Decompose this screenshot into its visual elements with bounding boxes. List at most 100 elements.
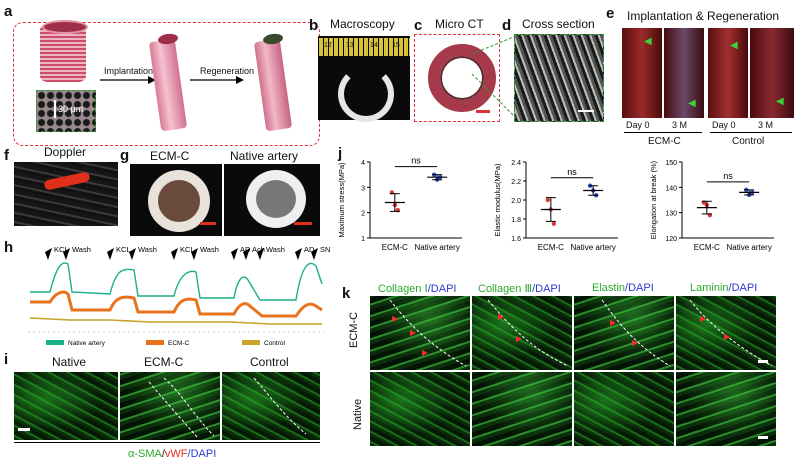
event-label: Wash	[200, 245, 219, 254]
if-k-native-col2	[472, 372, 572, 446]
implant-photo-3	[708, 28, 748, 118]
panel-i-underline	[14, 442, 320, 443]
x-tick-label: Native artery	[570, 243, 615, 252]
ruler-tick-12: 12	[324, 42, 332, 49]
if-k-ecm-col2	[472, 296, 572, 370]
y-tick-label: 150	[665, 160, 677, 167]
panel-label-g: g	[120, 147, 130, 164]
ecm-scale-bar	[200, 222, 216, 225]
panel-label-a: a	[4, 3, 13, 20]
ruler-tick-14: 14	[370, 42, 378, 49]
k-row-ecm: ECM-C	[348, 311, 360, 348]
panel-label-e: e	[606, 5, 615, 22]
panel-label-i: i	[4, 351, 9, 368]
panel-d-title: Cross section	[522, 17, 595, 31]
trace-control	[29, 317, 322, 325]
k-header-col2: Collagen Ⅲ/DAPI	[478, 283, 561, 295]
group-line-control	[710, 132, 792, 133]
regeneration-arrow	[190, 76, 244, 84]
k-header-col1: Collagen Ⅰ/DAPI	[378, 283, 457, 295]
if-k-native-col3	[574, 372, 674, 446]
panel-i-stain-legend: α-SMA/vWF/DAPI	[128, 448, 216, 460]
panel-c-title: Micro CT	[435, 17, 484, 31]
if-k-native-col4	[676, 372, 776, 446]
chart-3: 120 130 140 150 Elongation at break (%) ECM-C…	[649, 160, 774, 252]
x-tick-label: ECM-C	[694, 243, 720, 252]
event-marker	[231, 248, 238, 260]
event-label: KCL	[54, 245, 69, 254]
y-tick-label: 140	[665, 185, 677, 192]
implant-photo-2	[664, 28, 704, 118]
k-header-col3: Elastin/DAPI	[592, 282, 654, 294]
stain-sep: /	[161, 448, 165, 460]
event-label: SNP	[320, 245, 330, 254]
x-tick-label: Native artery	[726, 243, 771, 252]
event-marker	[257, 248, 264, 260]
panel-i-title-native: Native	[52, 355, 87, 369]
stain-dapi: /DAPI	[187, 448, 217, 460]
if-k-ecm-col1	[370, 296, 470, 370]
panel-label-k: k	[342, 285, 351, 302]
event-label: KCL	[116, 245, 131, 254]
significance-label: ns	[567, 167, 577, 177]
legend-swatch	[242, 340, 260, 345]
event-marker	[107, 248, 114, 260]
time-3m-ecm: 3 M	[672, 120, 688, 130]
implantation-label: Implantation	[104, 66, 154, 76]
panel-label-h: h	[4, 239, 14, 256]
y-tick-label: 1.6	[511, 236, 521, 243]
ruler-tick-13: 13	[346, 42, 354, 49]
y-axis-label: Maximum stress(MPa)	[337, 162, 346, 238]
legend-label: Control	[264, 340, 286, 347]
y-tick-label: 2.2	[511, 179, 521, 186]
cross-section-scale-bar	[578, 110, 594, 112]
event-label: Ach	[252, 245, 265, 254]
if-control	[222, 372, 320, 440]
doppler-image	[14, 162, 118, 226]
y-tick-label: 130	[665, 211, 677, 218]
panel-k-overlays	[389, 299, 773, 439]
group-control: Control	[732, 136, 765, 147]
time-3m-control: 3 M	[758, 120, 774, 130]
time-day0-control: Day 0	[712, 120, 736, 130]
panel-g-title-ecm: ECM-C	[150, 149, 190, 163]
y-tick-label: 1	[361, 236, 365, 243]
event-marker	[171, 248, 178, 260]
panel-f-title: Doppler	[44, 145, 87, 159]
event-label: AD	[304, 245, 315, 254]
significance-label: ns	[723, 171, 733, 181]
panel-i-title-control: Control	[250, 355, 289, 369]
trace-ecm	[30, 290, 323, 318]
event-label: KCL	[180, 245, 195, 254]
y-tick-label: 2	[361, 211, 365, 218]
regeneration-label: Regeneration	[200, 66, 255, 76]
event-label: Wash	[138, 245, 157, 254]
y-tick-label: 2.4	[511, 160, 521, 167]
significance-label: ns	[411, 156, 421, 166]
zoom-lines	[471, 35, 517, 119]
native-scale-bar	[294, 222, 312, 225]
panel-e-title: Implantation & Regeneration	[627, 9, 780, 23]
legend-swatch	[146, 340, 164, 345]
trace-native	[30, 262, 323, 301]
if-k-ecm-col4	[676, 296, 776, 370]
group-line-ecm	[624, 132, 702, 133]
chart-1: 1 2 3 4 Maximum stress(MPa) ECM-C Native arter…	[337, 156, 462, 252]
k-row-native: Native	[352, 398, 364, 430]
cross-section-image	[514, 34, 604, 122]
panel-h-traces: KCLWashKCLWashKCLWashADAchWashADSNPNativ…	[28, 245, 330, 347]
event-marker	[311, 248, 318, 260]
chart-2: 1.6 1.8 2.0 2.2 2.4 Elastic modulus(MPa) ECM-C…	[493, 160, 618, 252]
event-marker	[63, 248, 70, 260]
stain-sma: α-SMA	[128, 448, 162, 460]
panel-a-arrows	[100, 76, 156, 84]
pore-scale-text: 30 μm	[58, 104, 84, 114]
legend-label: ECM-C	[168, 340, 190, 347]
event-label: Wash	[266, 245, 285, 254]
y-tick-label: 1.8	[511, 217, 521, 224]
y-axis-label: Elastic modulus(MPa)	[493, 163, 502, 236]
panel-label-d: d	[502, 17, 512, 34]
event-marker	[129, 248, 136, 260]
graft-ring	[338, 66, 394, 122]
x-tick-label: ECM-C	[382, 243, 408, 252]
